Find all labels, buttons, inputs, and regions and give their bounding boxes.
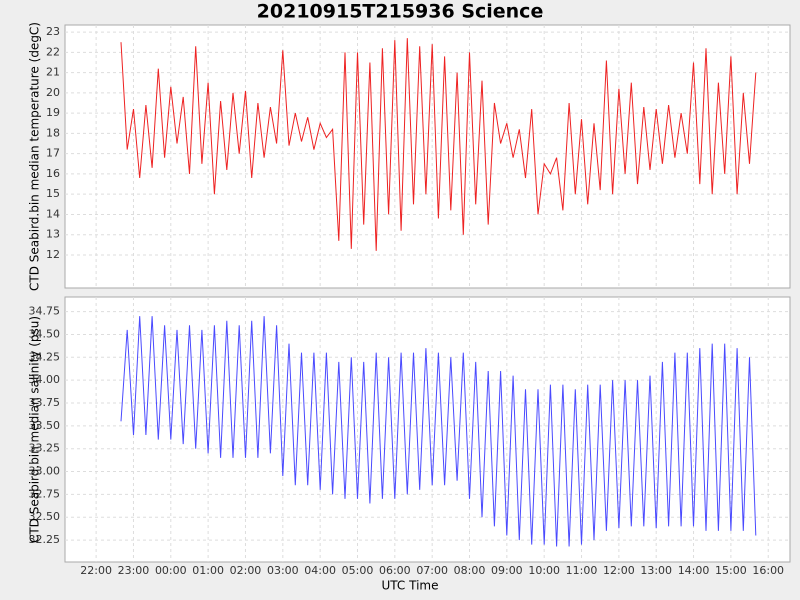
x-tick-label: 22:00	[80, 564, 112, 577]
x-tick-label: 00:00	[155, 564, 187, 577]
y-tick-label: 33.75	[29, 396, 61, 409]
x-tick-label: 09:00	[491, 564, 523, 577]
y-tick-label: 20	[46, 86, 60, 99]
x-tick-label: 03:00	[267, 564, 299, 577]
y-tick-label: 17	[46, 147, 60, 160]
y-axis-label: CTD Seabird.bin median salinity (psu)	[28, 316, 42, 543]
y-tick-label: 32.25	[29, 533, 61, 546]
y-tick-label: 33.25	[29, 442, 61, 455]
x-tick-label: 16:00	[752, 564, 784, 577]
data-line	[120, 316, 757, 547]
x-axis-label: UTC Time	[382, 579, 439, 593]
data-line	[120, 38, 757, 251]
x-tick-label: 14:00	[678, 564, 710, 577]
y-tick-label: 19	[46, 106, 60, 119]
y-tick-label: 34.75	[29, 305, 61, 318]
y-tick-label: 21	[46, 66, 60, 79]
x-tick-label: 01:00	[192, 564, 224, 577]
y-tick-label: 34.25	[29, 350, 61, 363]
x-tick-label: 04:00	[304, 564, 336, 577]
x-tick-label: 12:00	[603, 564, 635, 577]
y-tick-label: 15	[46, 187, 60, 200]
x-tick-label: 10:00	[528, 564, 560, 577]
y-tick-label: 33.00	[29, 465, 61, 478]
y-tick-label: 34.00	[29, 373, 61, 386]
y-tick-label: 23	[46, 25, 60, 38]
chart-title: 20210915T215936 Science	[257, 1, 544, 23]
x-tick-label: 08:00	[454, 564, 486, 577]
y-tick-label: 18	[46, 126, 60, 139]
y-tick-label: 13	[46, 228, 60, 241]
y-tick-label: 34.50	[29, 327, 61, 340]
x-tick-label: 15:00	[715, 564, 747, 577]
y-tick-label: 16	[46, 167, 60, 180]
x-tick-label: 07:00	[416, 564, 448, 577]
x-tick-label: 06:00	[379, 564, 411, 577]
y-axis-label: CTD Seabird.bin median temperature (degC…	[28, 22, 42, 291]
y-tick-label: 33.50	[29, 419, 61, 432]
y-tick-label: 12	[46, 248, 60, 261]
x-tick-label: 11:00	[566, 564, 598, 577]
x-tick-label: 13:00	[640, 564, 672, 577]
y-tick-label: 14	[46, 207, 60, 220]
x-tick-label: 02:00	[230, 564, 262, 577]
y-tick-label: 32.50	[29, 510, 61, 523]
x-tick-label: 23:00	[118, 564, 150, 577]
y-tick-label: 22	[46, 45, 60, 58]
x-tick-label: 05:00	[342, 564, 374, 577]
y-tick-label: 32.75	[29, 487, 61, 500]
